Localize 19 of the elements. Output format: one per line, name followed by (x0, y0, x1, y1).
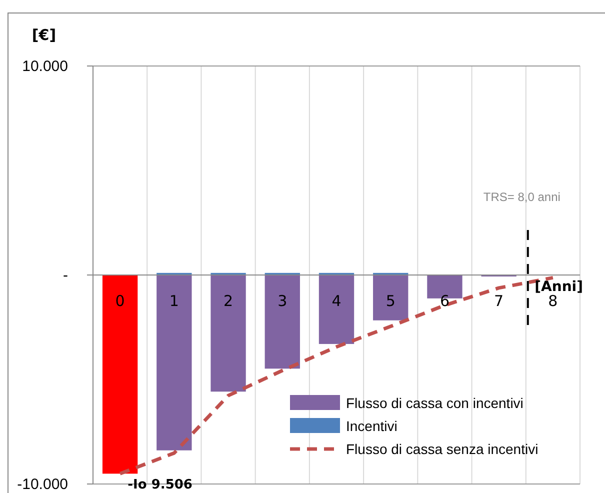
y-tick-label: 10.000 (22, 58, 68, 75)
x-tick-label: 2 (224, 292, 234, 310)
x-tick-label: 8 (548, 292, 558, 310)
annotation: -Io 9.506 (128, 478, 192, 493)
legend-label: Flusso di cassa senza incentivi (346, 441, 538, 457)
x-tick-label: 5 (386, 292, 396, 310)
ref-line-label: TRS= 8,0 anni (483, 190, 560, 204)
x-tick-label: 6 (440, 292, 450, 310)
x-tick-label: 3 (278, 292, 288, 310)
x-tick-label: 7 (494, 292, 504, 310)
legend-label: Flusso di cassa con incentivi (346, 395, 524, 411)
legend-label: Incentivi (346, 418, 398, 434)
x-tick-label: 4 (332, 292, 342, 310)
x-tick-label: 1 (169, 292, 179, 310)
y-axis-title: [€] (32, 26, 56, 44)
x-tick-label: 0 (115, 292, 125, 310)
y-tick-label: -10.000 (17, 476, 68, 493)
x-axis-title: [Anni] (534, 279, 583, 295)
y-tick-label: - (63, 266, 68, 284)
